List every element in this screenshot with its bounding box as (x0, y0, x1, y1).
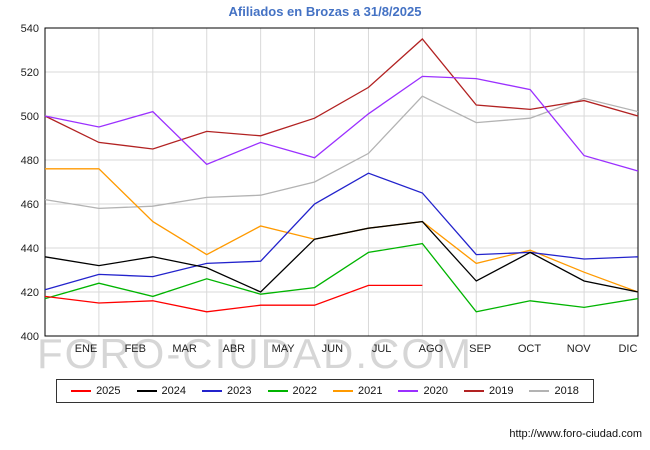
legend-box: 2025 2024 2023 2022 2021 2020 2019 2018 (56, 379, 594, 403)
legend-label: 2022 (292, 385, 317, 397)
y-tick-label: 500 (21, 111, 39, 123)
legend-swatch-2020 (398, 390, 419, 392)
legend-label: 2019 (488, 385, 514, 397)
series-line-2021 (45, 168, 639, 293)
series-line-2019 (44, 38, 639, 150)
legend-label: 2018 (554, 385, 579, 397)
y-tick-label: 480 (21, 155, 39, 167)
y-tick-label: 460 (21, 199, 39, 211)
y-tick-label: 440 (21, 243, 39, 255)
legend-swatch-2023 (202, 390, 223, 392)
series-line-2018 (44, 95, 639, 210)
x-tick-label: MAR (172, 343, 197, 355)
legend-swatch-2021 (333, 390, 353, 392)
legend-item-2019: 2019 (463, 385, 514, 397)
legend-item-2020: 2020 (398, 385, 448, 397)
y-tick-label: 540 (21, 23, 39, 35)
legend-label: 2020 (423, 385, 448, 397)
legend-swatch-2024 (136, 390, 157, 392)
legend-swatch-2022 (267, 390, 288, 392)
series-line-2020 (44, 75, 639, 172)
x-tick-label: JUL (372, 343, 392, 355)
legend: 2025 2024 2023 2022 2021 2020 2019 2018 (0, 379, 650, 403)
line-chart: 400 420 440 460 480 500 520 540 FORO-CIUDAD.COME… (21, 23, 639, 377)
watermark: FORO-CIUDAD.COM (37, 330, 473, 377)
series-line-2025 (44, 284, 423, 313)
chart-title: Afiliados en Brozas a 31/8/2025 (228, 4, 422, 19)
legend-item-2024: 2024 (136, 385, 187, 397)
plot-border (44, 27, 639, 337)
series-line-2023 (44, 172, 639, 291)
x-tick-label: SEP (469, 343, 491, 355)
x-tick-label: DIC (618, 343, 637, 355)
x-tick-label: AGO (419, 343, 444, 355)
legend-label: 2021 (358, 385, 383, 397)
legend-item-2018: 2018 (529, 385, 579, 397)
legend-label: 2023 (227, 385, 252, 397)
legend-label: 2024 (161, 385, 187, 397)
x-tick-label: ABR (222, 343, 245, 355)
x-tick-label: MAY (272, 343, 296, 355)
legend-swatch-2019 (463, 390, 484, 392)
y-tick-label: 420 (21, 287, 39, 299)
legend-label: 2025 (96, 385, 121, 397)
legend-swatch-2025 (71, 390, 92, 392)
y-tick-label: 400 (21, 331, 39, 343)
series-line-2024 (44, 220, 639, 293)
x-tick-label: NOV (567, 343, 592, 355)
legend-item-2025: 2025 (71, 385, 121, 397)
y-tick-label: 520 (21, 67, 39, 79)
legend-item-2021: 2021 (333, 385, 382, 397)
series-line-2022 (44, 242, 639, 313)
x-tick-label: JUN (322, 343, 343, 355)
legend-item-2023: 2023 (202, 385, 252, 397)
x-tick-label: FEB (125, 343, 146, 355)
footer-url-link[interactable]: http://www.foro-ciudad.com (509, 428, 642, 440)
x-tick-label: ENE (75, 343, 98, 355)
legend-swatch-2018 (529, 390, 550, 392)
x-tick-label: OCT (518, 343, 542, 355)
legend-item-2022: 2022 (267, 385, 317, 397)
